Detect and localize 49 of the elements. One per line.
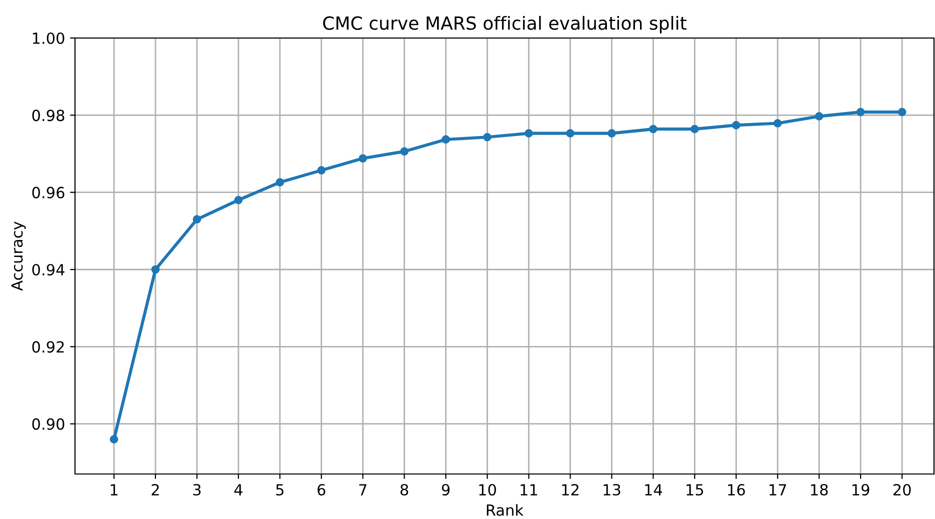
- point: [608, 129, 616, 138]
- y-tick-label: 0.92: [32, 341, 64, 353]
- x-tick-label: 18: [811, 484, 828, 496]
- chart-title: CMC curve MARS official evaluation split: [323, 16, 686, 34]
- y-tick-label: 0.90: [32, 418, 64, 430]
- x-tick-label: 7: [359, 484, 366, 496]
- point: [400, 147, 408, 156]
- y-tick-label: 0.96: [32, 186, 64, 198]
- point: [276, 178, 284, 186]
- x-tick-label: 13: [604, 484, 620, 496]
- y-tick-label: 0.94: [32, 264, 64, 276]
- x-tick-label: 11: [520, 484, 538, 496]
- x-tick-label: 19: [852, 484, 870, 496]
- x-tick-label: 1: [110, 484, 118, 496]
- x-tick-label: 8: [400, 484, 408, 496]
- x-tick-label: 6: [318, 484, 326, 496]
- x-tick-label: 3: [193, 484, 201, 496]
- x-tick-label: 2: [152, 484, 159, 496]
- point: [234, 196, 243, 204]
- point: [442, 135, 450, 144]
- y-axis-title: Accuracy: [11, 222, 26, 291]
- y-tick-label: 0.98: [32, 110, 64, 122]
- point: [898, 108, 906, 116]
- point: [192, 215, 202, 224]
- point: [483, 132, 492, 142]
- point: [524, 129, 533, 138]
- point: [773, 119, 782, 128]
- x-tick-label: 16: [728, 484, 745, 496]
- x-axis-title: Rank: [486, 504, 524, 516]
- x-tick-label: 20: [893, 484, 911, 496]
- point: [814, 112, 824, 120]
- x-tick-label: 9: [442, 484, 450, 496]
- point: [732, 121, 740, 130]
- point: [566, 129, 574, 138]
- point: [649, 124, 658, 134]
- point: [110, 435, 118, 444]
- point: [151, 265, 160, 274]
- y-tick-label: 1.00: [32, 32, 64, 44]
- x-tick-label: 14: [645, 484, 662, 496]
- x-tick-label: 5: [276, 484, 284, 496]
- point: [690, 124, 699, 134]
- x-tick-label: 12: [562, 484, 578, 496]
- point: [358, 154, 368, 163]
- point: [317, 166, 326, 175]
- point: [856, 108, 865, 116]
- x-tick-label: 10: [479, 484, 496, 496]
- x-tick-label: 17: [770, 484, 786, 496]
- x-tick-label: 15: [686, 484, 704, 496]
- x-tick-label: 4: [234, 484, 242, 496]
